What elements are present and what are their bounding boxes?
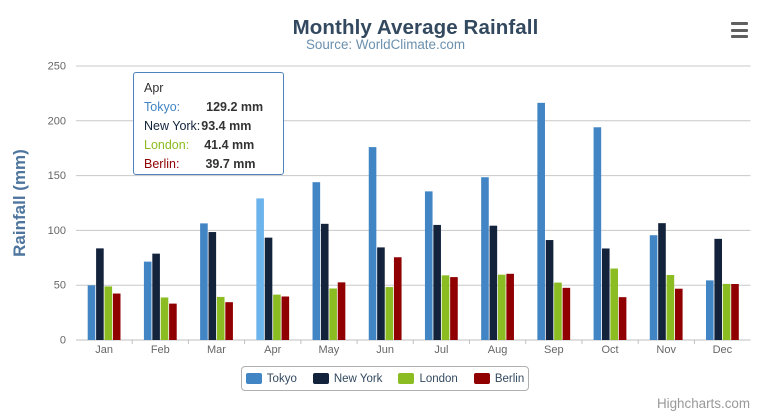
svg-text:Nov: Nov (656, 344, 676, 356)
svg-text:Jun: Jun (376, 344, 394, 356)
svg-text:Mar: Mar (207, 344, 226, 356)
svg-text:50: 50 (54, 280, 66, 292)
svg-text:Sep: Sep (544, 344, 564, 356)
svg-text:200: 200 (48, 115, 66, 127)
svg-text:100: 100 (48, 225, 66, 237)
svg-text:Apr: Apr (264, 344, 281, 356)
svg-text:250: 250 (48, 61, 66, 73)
svg-text:Jan: Jan (95, 344, 113, 356)
svg-text:Jul: Jul (434, 344, 448, 356)
svg-text:150: 150 (48, 170, 66, 182)
svg-text:Oct: Oct (601, 344, 618, 356)
svg-text:0: 0 (60, 335, 66, 347)
svg-text:Dec: Dec (713, 344, 733, 356)
svg-text:Aug: Aug (488, 344, 508, 356)
svg-text:Feb: Feb (151, 344, 170, 356)
svg-text:May: May (319, 344, 340, 356)
